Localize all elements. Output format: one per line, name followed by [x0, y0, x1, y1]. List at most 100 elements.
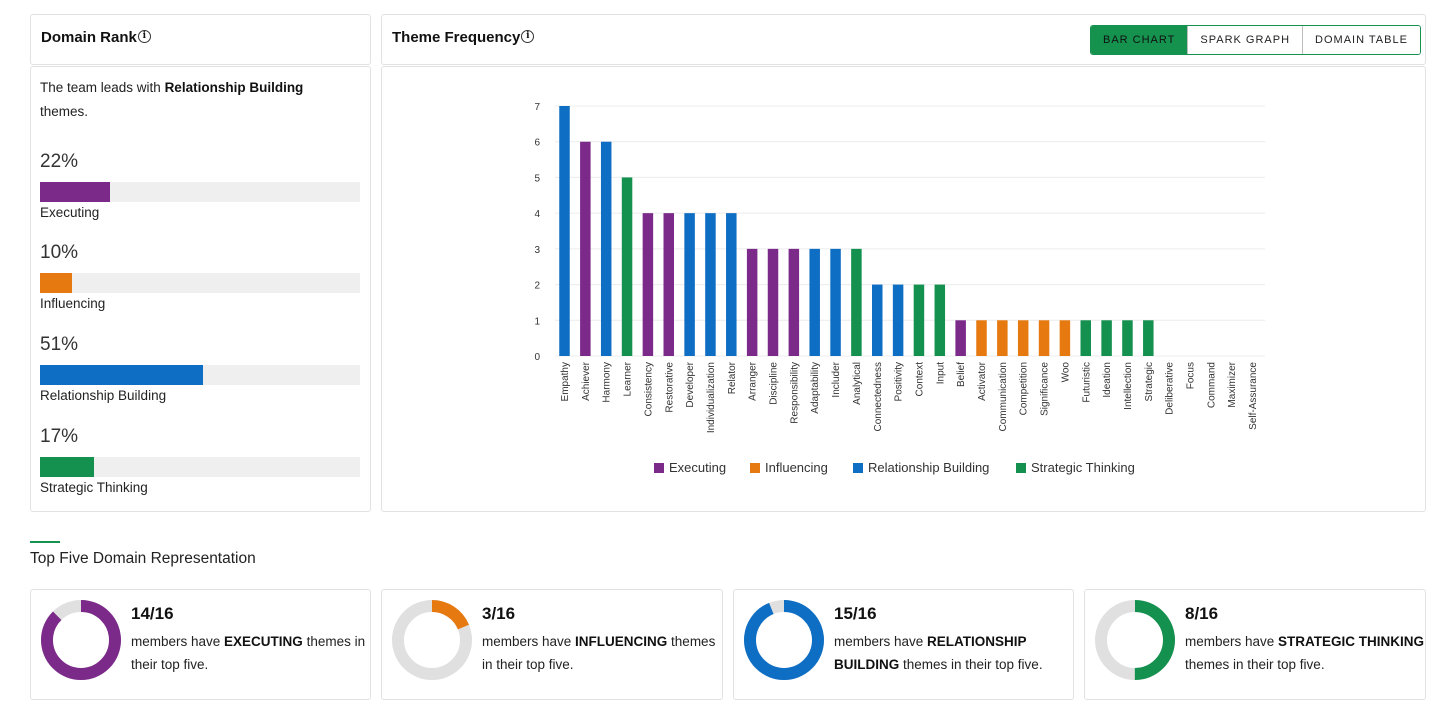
x-tick-label: Self-Assurance [1248, 362, 1259, 430]
executing-label: Executing [40, 205, 100, 220]
y-tick-label: 0 [534, 352, 540, 363]
y-tick-label: 5 [534, 173, 540, 184]
bar [684, 213, 695, 356]
domain-table-button[interactable]: DOMAIN TABLE [1302, 26, 1420, 54]
bar [600, 141, 612, 356]
x-tick-label: Learner [623, 361, 634, 396]
theme-frequency-chart: 0 1 2 3 4 5 6 7 Empathy Achiever Harmony Learner Con… [534, 102, 1265, 433]
card-fraction: 15/16 [834, 604, 877, 623]
x-tick-label: Maximizer [1227, 361, 1238, 407]
influencing-donut [392, 600, 472, 680]
relationship-building-donut [744, 600, 824, 680]
x-tick-label: Restorative [664, 362, 675, 413]
domain-rank-panel: The team leads with Relationship Buildin… [30, 66, 371, 512]
strategic-thinking-bar-track [40, 457, 360, 477]
legend-strategic-thinking[interactable]: Strategic Thinking [1016, 460, 1135, 475]
card-domain: STRATEGIC THINKING [1278, 634, 1425, 649]
info-icon[interactable]: i [137, 30, 151, 43]
relationship-building-bar-fill [40, 365, 204, 385]
bar [621, 177, 633, 356]
x-tick-label: Adaptability [810, 362, 821, 414]
view-toggle: BAR CHART SPARK GRAPH DOMAIN TABLE [1090, 25, 1421, 55]
legend-swatch [750, 463, 760, 473]
x-tick-label: Developer [685, 361, 696, 407]
strategic-thinking-donut [1095, 600, 1175, 680]
x-tick-label: Input [935, 362, 946, 384]
influencing-card: 3/16 members have INFLUENCING themes in … [381, 589, 723, 700]
card-suffix: themes in their top five. [899, 657, 1043, 672]
bar [872, 284, 883, 356]
bar [559, 106, 570, 356]
donut-arc [1095, 600, 1175, 680]
legend-label: Relationship Building [868, 460, 990, 475]
card-suffix: themes in their top five. [131, 634, 366, 672]
legend-executing[interactable]: Executing [654, 460, 726, 475]
bar [767, 248, 779, 356]
bar [705, 213, 716, 356]
x-tick-label: Analytical [852, 362, 863, 405]
bar [934, 284, 946, 356]
spark-graph-button[interactable]: SPARK GRAPH [1187, 26, 1303, 54]
theme-frequency-title: Theme Frequency [392, 29, 521, 46]
x-tick-label: Intellection [1123, 362, 1134, 410]
x-tick-label: Ideation [1102, 362, 1113, 398]
x-tick-label: Empathy [560, 362, 571, 401]
card-description: members have EXECUTING themes in their t… [131, 630, 371, 676]
y-tick-label: 7 [534, 102, 540, 113]
card-fraction: 8/16 [1185, 604, 1219, 623]
legend-relationship-building[interactable]: Relationship Building [853, 460, 989, 475]
card-domain: EXECUTING [224, 634, 303, 649]
donut-arc [41, 600, 121, 680]
x-tick-label: Individualization [706, 362, 717, 433]
legend-influencing[interactable]: Influencing [750, 460, 828, 475]
bar [1122, 320, 1133, 356]
bar [809, 248, 820, 356]
x-tick-label: Relator [727, 361, 738, 394]
card-suffix: themes in their top five. [482, 634, 716, 672]
theme-frequency-panel [381, 66, 1426, 512]
relationship-building-card: 15/16 members have RELATIONSHIP BUILDING… [733, 589, 1074, 700]
x-tick-label: Consistency [643, 362, 654, 416]
bar [642, 213, 654, 356]
domain-rank-summary: The team leads with Relationship Buildin… [40, 76, 340, 124]
domain-rank-title: Domain Rank [41, 29, 137, 46]
card-fraction: 14/16 [131, 604, 174, 623]
bar [892, 284, 904, 356]
executing-percent: 22% [40, 151, 79, 172]
executing-bar-fill [40, 182, 111, 202]
executing-donut [41, 600, 121, 680]
donut-arc [744, 600, 824, 680]
card-domain: INFLUENCING [575, 634, 668, 649]
x-tick-label: Belief [956, 362, 967, 387]
influencing-label: Influencing [40, 296, 106, 311]
theme-frequency-title-wrap: Theme Frequency i [392, 29, 535, 46]
x-tick-label: Competition [1019, 362, 1030, 415]
x-tick-label: Arranger [748, 361, 759, 401]
strategic-thinking-card: 8/16 members have STRATEGIC THINKING the… [1084, 589, 1426, 700]
x-tick-label: Positivity [894, 362, 905, 401]
bar [851, 248, 862, 356]
card-description: members have INFLUENCING themes in their… [482, 630, 722, 676]
bar [663, 213, 674, 356]
bar [726, 213, 737, 356]
bar-chart-button[interactable]: BAR CHART [1091, 26, 1188, 54]
bar [580, 141, 591, 356]
influencing-percent: 10% [40, 242, 79, 263]
card-prefix: members have [482, 634, 576, 649]
x-tick-label: Responsibility [789, 362, 800, 424]
x-tick-label: Deliberative [1165, 362, 1176, 415]
x-tick-label: Includer [831, 361, 842, 397]
x-tick-label: Discipline [769, 362, 780, 405]
card-prefix: members have [131, 634, 225, 649]
y-tick-label: 6 [534, 138, 540, 149]
summary-leading-domain: Relationship Building [164, 80, 304, 95]
x-tick-label: Strategic [1144, 362, 1155, 401]
x-tick-label: Focus [1186, 362, 1197, 389]
top-five-title: Top Five Domain Representation [30, 550, 256, 567]
card-prefix: members have [834, 634, 928, 649]
y-tick-label: 4 [534, 209, 540, 220]
info-icon[interactable]: i [521, 30, 535, 43]
summary-prefix: The team leads with [40, 80, 165, 95]
y-tick-label: 3 [534, 245, 540, 256]
legend-swatch [853, 463, 863, 473]
